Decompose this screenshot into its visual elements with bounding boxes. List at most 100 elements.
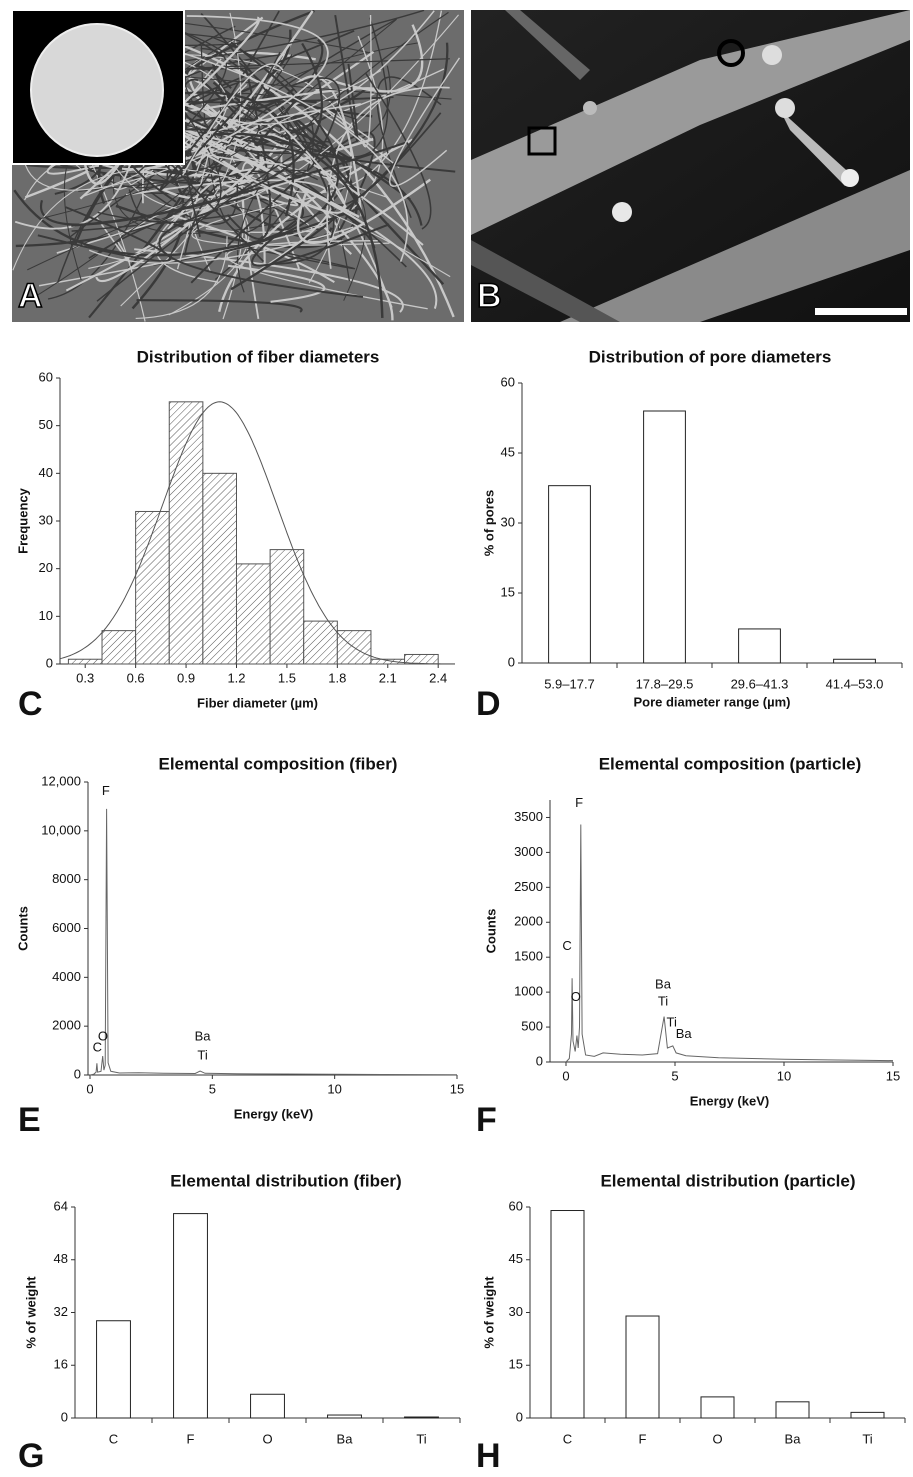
fiber <box>251 219 390 267</box>
peak-label: Ba <box>655 977 672 992</box>
spectrum-line <box>89 808 458 1076</box>
y-tick-label: 16 <box>54 1357 68 1372</box>
sample-disc <box>30 23 164 157</box>
y-tick-label: 60 <box>509 1198 523 1213</box>
panel-letter: G <box>18 1437 44 1475</box>
x-tick-label: F <box>187 1431 195 1446</box>
y-tick-label: 10 <box>39 608 53 623</box>
peak-label: Ti <box>667 1014 677 1029</box>
bar <box>548 485 591 664</box>
bar <box>833 658 876 664</box>
fiber <box>240 246 356 270</box>
fit-curve <box>59 401 455 665</box>
fiber <box>131 26 455 318</box>
y-tick-label: 3000 <box>514 844 543 859</box>
x-tick-label: 29.6–41.3 <box>731 676 789 691</box>
circle-marker <box>717 39 745 67</box>
particle <box>612 202 632 222</box>
y-tick-label: 1000 <box>514 984 543 999</box>
chart-title: Elemental composition (fiber) <box>159 754 398 773</box>
y-tick-label: 1500 <box>514 949 543 964</box>
fiber <box>327 112 442 207</box>
histogram-bar <box>67 658 103 665</box>
fiber <box>71 42 323 227</box>
fiber <box>313 24 424 93</box>
histogram-bar <box>101 630 137 665</box>
y-axis-label: Frequency <box>15 487 30 554</box>
y-tick-label: 60 <box>39 369 53 384</box>
x-tick-label: 15 <box>450 1081 464 1096</box>
y-tick-label: 3500 <box>514 809 543 824</box>
peak-label: Ba <box>195 1029 212 1044</box>
y-tick-label: 40 <box>39 465 53 480</box>
peak-label: O <box>98 1029 108 1044</box>
fiber <box>37 206 172 262</box>
bar <box>625 1315 660 1419</box>
panel-letter: B <box>477 277 502 315</box>
peak-label: Ti <box>658 993 668 1008</box>
panel-letter: F <box>476 1101 497 1139</box>
x-tick-label: 0.9 <box>177 670 195 685</box>
x-tick-label: 10 <box>327 1081 341 1096</box>
fiber <box>166 112 346 214</box>
fiber <box>128 51 281 223</box>
y-tick-label: 15 <box>509 1357 523 1372</box>
y-tick-label: 30 <box>509 1304 523 1319</box>
x-tick-label: 15 <box>886 1068 900 1083</box>
peak-label: C <box>562 938 571 953</box>
fiber <box>290 77 341 168</box>
square-marker <box>527 126 557 156</box>
peak-label: F <box>575 795 583 810</box>
fiber <box>227 264 326 303</box>
bar <box>96 1320 131 1419</box>
fiber <box>334 14 359 142</box>
histogram-bar <box>404 653 439 665</box>
y-tick-label: 500 <box>521 1019 543 1034</box>
chart-title: Distribution of pore diameters <box>589 347 832 366</box>
fiber <box>13 189 361 257</box>
histogram-bar <box>303 620 338 665</box>
x-tick-label: 0 <box>86 1081 93 1096</box>
spectrum-line <box>565 824 894 1063</box>
chart-title: Elemental composition (particle) <box>599 754 862 773</box>
y-tick-label: 20 <box>39 560 53 575</box>
y-tick-label: 0 <box>74 1066 81 1081</box>
fiber <box>190 131 376 284</box>
peak-label: F <box>102 783 110 798</box>
y-axis-label: % of weight <box>481 1276 496 1349</box>
fiber <box>136 299 303 313</box>
fiber <box>12 167 451 278</box>
panel-letter: A <box>18 277 43 315</box>
fiber <box>326 86 450 269</box>
y-axis-label: Counts <box>15 906 30 951</box>
fiber <box>471 240 620 322</box>
bar <box>775 1401 810 1419</box>
peak-label: Ti <box>197 1047 207 1062</box>
y-tick-label: 48 <box>54 1251 68 1266</box>
x-tick-label: 5 <box>209 1081 216 1096</box>
fiber <box>224 17 389 159</box>
y-tick-label: 2000 <box>514 914 543 929</box>
y-tick-label: 10,000 <box>41 822 81 837</box>
y-tick-label: 0 <box>536 1053 543 1068</box>
histogram-bar <box>135 510 170 665</box>
particle <box>841 169 859 187</box>
fiber <box>135 236 228 320</box>
y-axis-label: Counts <box>483 909 498 954</box>
y-tick-label: 6000 <box>52 920 81 935</box>
y-tick-label: 15 <box>501 584 515 599</box>
fiber <box>125 179 334 275</box>
peak-label: O <box>571 989 581 1004</box>
fiber <box>215 132 384 318</box>
fiber-texture <box>471 10 910 322</box>
y-tick-label: 0 <box>61 1409 68 1424</box>
fiber <box>56 165 353 254</box>
fiber <box>376 76 442 219</box>
fiber <box>360 14 372 148</box>
x-tick-label: Ti <box>416 1431 426 1446</box>
bar <box>550 1210 585 1419</box>
x-tick-label: Ba <box>337 1431 354 1446</box>
particle <box>583 101 597 115</box>
y-tick-label: 30 <box>501 514 515 529</box>
